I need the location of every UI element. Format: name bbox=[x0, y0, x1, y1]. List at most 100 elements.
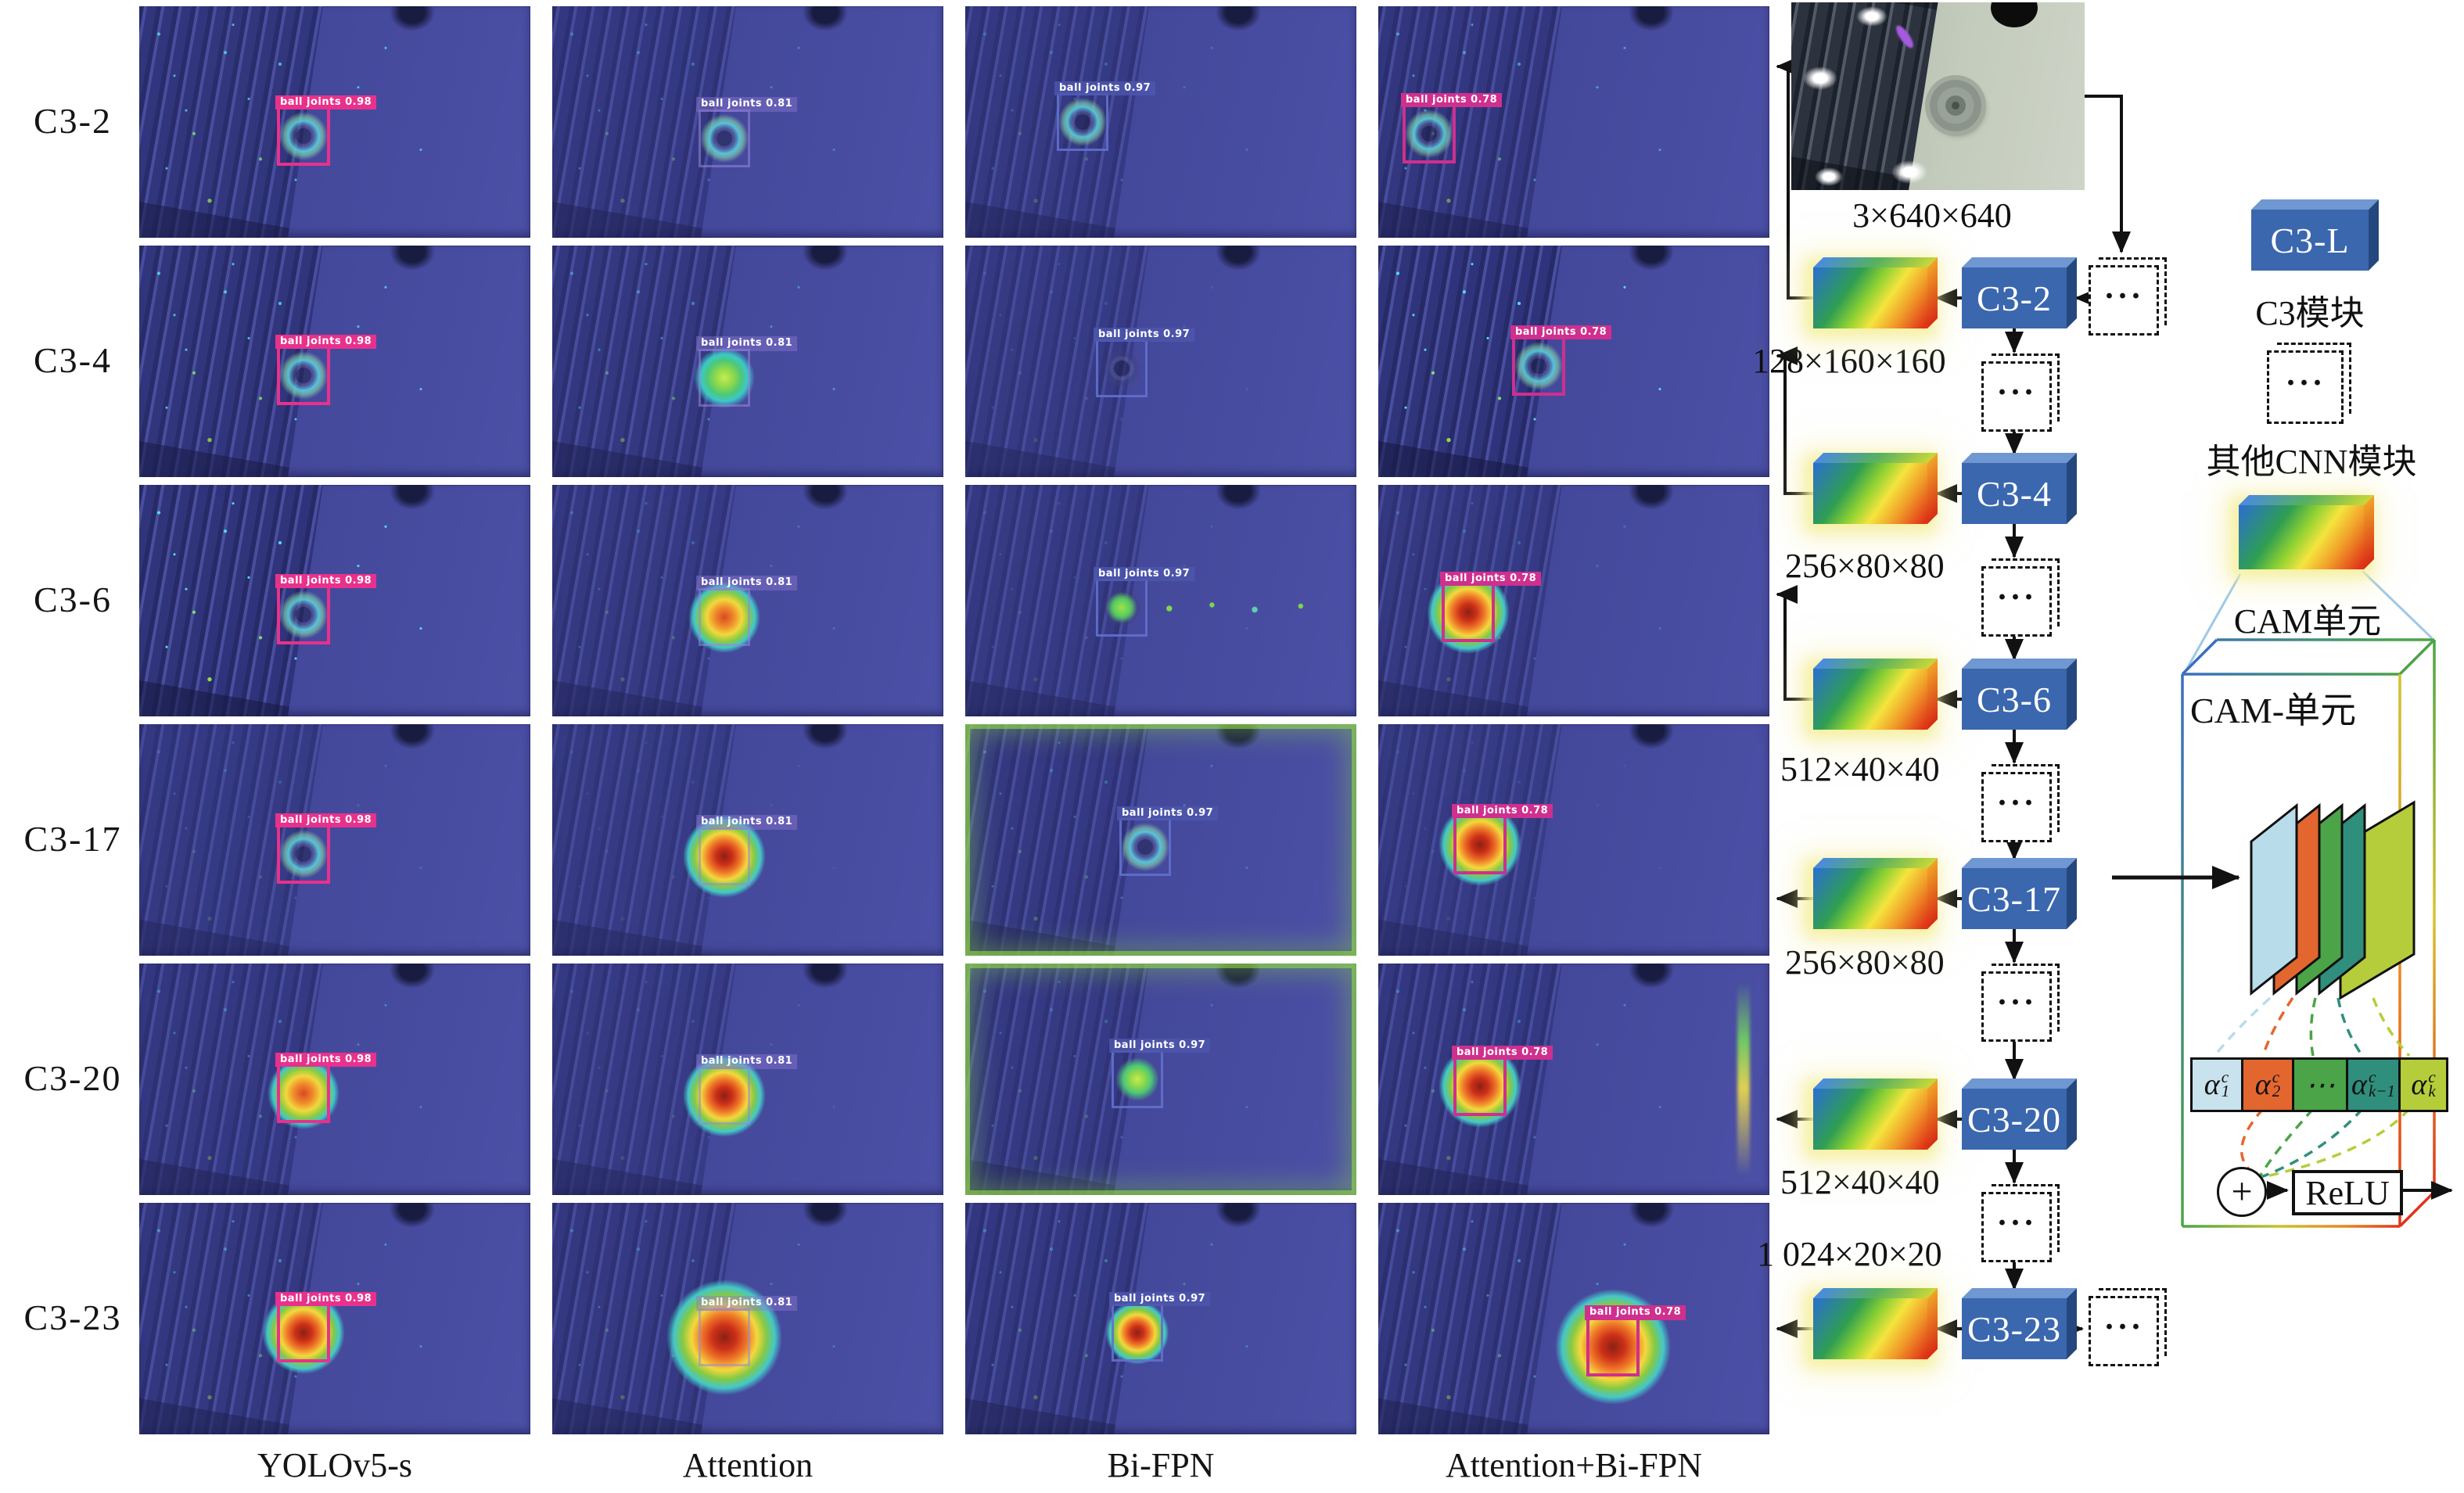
cam-heatmap-tile: ball joints 0.98 bbox=[139, 964, 530, 1195]
activation-speckles bbox=[965, 6, 1356, 238]
hotspot-trail bbox=[1156, 596, 1320, 620]
activation-speckles bbox=[139, 724, 530, 956]
cam-hotspot bbox=[681, 572, 768, 661]
c3-module-label: C3-17 bbox=[1962, 868, 2067, 929]
other-cnn-module: ··· bbox=[2089, 1288, 2167, 1366]
other-cnn-module: ··· bbox=[2089, 257, 2167, 336]
c3-module-box-c3-20: C3-20 bbox=[1962, 1089, 2067, 1150]
ceiling-light bbox=[1855, 5, 1888, 27]
legend-cam-label: CAM单元 bbox=[2233, 602, 2382, 641]
c3-module-label: C3-4 bbox=[1962, 463, 2067, 524]
c3-module-label: C3-2 bbox=[1962, 267, 2067, 328]
detection-label: ball joints 0.97 bbox=[1109, 1291, 1211, 1306]
alpha-symbol: α bbox=[2204, 1068, 2220, 1101]
cam-unit-box-c3-23 bbox=[1813, 1298, 1927, 1359]
ellipsis-label: ··· bbox=[1996, 375, 2037, 411]
feature-dim-label: 256×80×80 bbox=[1785, 547, 1945, 585]
detection-bbox: ball joints 0.78 bbox=[1452, 803, 1553, 874]
cam-hotspot bbox=[677, 1048, 771, 1143]
cam-heatmap-tile: ball joints 0.98 bbox=[139, 724, 530, 956]
activation-speckles bbox=[965, 246, 1356, 477]
cam-heatmap-tile: ball joints 0.98 bbox=[139, 6, 530, 238]
detection-bbox: ball joints 0.98 bbox=[275, 95, 377, 166]
detection-bbox: ball joints 0.98 bbox=[275, 1291, 377, 1362]
c3-module-box-c3-4: C3-4 bbox=[1962, 463, 2067, 524]
ball-joint-mark bbox=[1096, 342, 1148, 394]
detection-label: ball joints 0.97 bbox=[1109, 1038, 1211, 1053]
cam-heatmap-tile: ball joints 0.81 bbox=[552, 485, 943, 716]
alpha-symbol: α bbox=[2411, 1068, 2427, 1101]
detection-bbox: ball joints 0.97 bbox=[1117, 806, 1219, 876]
ceiling-light bbox=[1891, 160, 1927, 184]
detection-label: ball joints 0.98 bbox=[275, 334, 377, 349]
detection-bbox: ball joints 0.97 bbox=[1109, 1291, 1211, 1362]
other-cnn-module: ··· bbox=[1981, 1184, 2060, 1262]
relu-box: ReLU bbox=[2292, 1170, 2403, 1215]
cam-heatmap-tile: ball joints 0.81 bbox=[552, 1203, 943, 1434]
detection-label: ball joints 0.78 bbox=[1452, 1045, 1553, 1060]
cam-heatmap-tile: ball joints 0.98 bbox=[139, 246, 530, 477]
column-label: YOLOv5-s bbox=[257, 1446, 412, 1484]
c3-module-box-c3-2: C3-2 bbox=[1962, 267, 2067, 328]
cam-hotspot bbox=[691, 104, 758, 172]
ceiling-light bbox=[1803, 66, 1837, 90]
cam-unit-box-c3-4 bbox=[1813, 463, 1927, 524]
feature-dim-label: 1 024×20×20 bbox=[1757, 1235, 1942, 1273]
other-cnn-module: ··· bbox=[1981, 558, 2060, 637]
other-cnn-module: ··· bbox=[1981, 964, 2060, 1042]
c3-module-box-c3-6: C3-6 bbox=[1962, 669, 2067, 730]
c3-module-label: C3-20 bbox=[1962, 1089, 2067, 1150]
detection-bbox: ball joints 0.81 bbox=[696, 1296, 798, 1366]
ellipsis-label: ··· bbox=[1996, 985, 2037, 1021]
row-label-c3-4: C3-4 bbox=[34, 340, 112, 380]
detection-bbox: ball joints 0.81 bbox=[696, 336, 798, 407]
detection-label: ball joints 0.78 bbox=[1510, 325, 1612, 339]
detection-bbox: ball joints 0.78 bbox=[1585, 1305, 1686, 1376]
c3-module-box-c3-17: C3-17 bbox=[1962, 868, 2067, 929]
detection-label: ball joints 0.81 bbox=[696, 336, 798, 351]
detection-label: ball joints 0.78 bbox=[1401, 92, 1503, 107]
cam-heatmap-tile: ball joints 0.97 bbox=[965, 1203, 1356, 1434]
ellipsis-label: ··· bbox=[1996, 1205, 2037, 1241]
detection-label: ball joints 0.97 bbox=[1117, 806, 1219, 820]
truss-structure bbox=[1378, 1203, 1562, 1434]
cam-heatmap-tile: ball joints 0.78 bbox=[1378, 724, 1769, 956]
ellipsis-label: ··· bbox=[2103, 1309, 2144, 1345]
detection-label: ball joints 0.81 bbox=[696, 815, 798, 830]
ellipsis-label: ··· bbox=[1996, 785, 2037, 821]
alpha-symbol: ⋯ bbox=[2305, 1068, 2335, 1102]
legend-cam-box bbox=[2239, 505, 2364, 569]
detection-label: ball joints 0.97 bbox=[1094, 327, 1195, 342]
activation-speckles bbox=[139, 246, 530, 477]
cam-unit-title: CAM-单元 bbox=[2190, 691, 2357, 730]
detection-label: ball joints 0.81 bbox=[696, 576, 798, 590]
detection-bbox: ball joints 0.81 bbox=[696, 1054, 798, 1125]
cam-unit-box-c3-20 bbox=[1813, 1089, 1927, 1150]
legend-c3-box: C3-L bbox=[2251, 210, 2369, 271]
cam-hotspot bbox=[1395, 99, 1463, 167]
detection-label: ball joints 0.78 bbox=[1585, 1305, 1686, 1320]
c3-module-box-c3-23: C3-23 bbox=[1962, 1298, 2067, 1359]
detection-label: ball joints 0.98 bbox=[275, 573, 377, 588]
column-label: Attention bbox=[682, 1446, 814, 1484]
legend-c3-label: C3模块 bbox=[2255, 294, 2365, 332]
activation-speckles bbox=[139, 6, 530, 238]
detection-label: ball joints 0.81 bbox=[696, 97, 798, 112]
column-label: Attention+Bi-FPN bbox=[1446, 1446, 1702, 1484]
detection-bbox: ball joints 0.98 bbox=[275, 813, 377, 884]
cam-unit-box-c3-6 bbox=[1813, 669, 1927, 730]
other-cnn-module: ··· bbox=[1981, 764, 2060, 842]
input-image bbox=[1791, 2, 2085, 190]
feature-dim-label: 128×160×160 bbox=[1752, 342, 1946, 380]
cam-hotspot bbox=[1049, 88, 1116, 156]
cam-heatmap-tile: ball joints 0.78 bbox=[1378, 6, 1769, 238]
cam-heatmap-tile: ball joints 0.78 bbox=[1378, 485, 1769, 716]
detection-label: ball joints 0.97 bbox=[1054, 81, 1156, 95]
column-label: Bi-FPN bbox=[1107, 1446, 1215, 1484]
detection-bbox: ball joints 0.98 bbox=[275, 334, 377, 405]
